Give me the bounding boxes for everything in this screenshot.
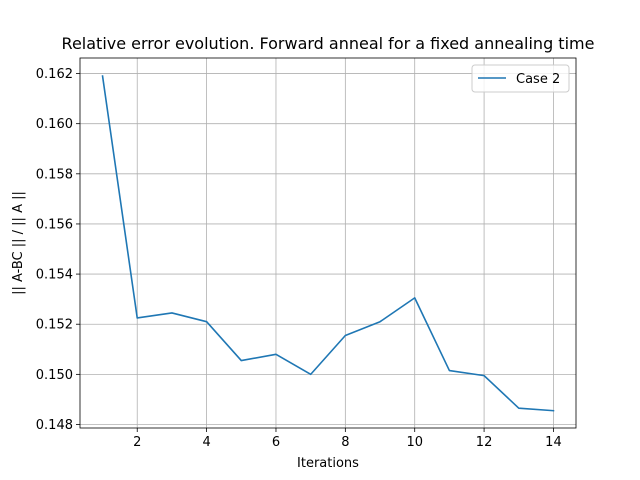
x-tick-label: 8 <box>341 435 349 450</box>
legend-box <box>471 64 570 93</box>
y-axis: 0.148 0.150 0.152 0.154 0.156 0.158 0.160 0.162 <box>36 67 80 433</box>
x-tick-label: 12 <box>476 435 493 450</box>
y-tick-label: 0.156 <box>36 217 73 232</box>
x-tick-label: 14 <box>545 435 562 450</box>
x-tick-label: 10 <box>406 435 423 450</box>
y-tick-label: 0.150 <box>36 368 73 383</box>
chart-title: Relative error evolution. Forward anneal… <box>62 34 595 53</box>
y-tick-label: 0.154 <box>36 268 73 283</box>
series-layer <box>101 75 555 412</box>
y-tick-label: 0.160 <box>36 117 73 132</box>
plot-frame <box>79 57 577 429</box>
x-tick-label: 6 <box>272 435 280 450</box>
grid <box>80 58 576 428</box>
y-tick-label: 0.152 <box>36 318 73 333</box>
legend: Case 2 <box>471 64 570 93</box>
y-axis-label: || A-BC || / || A || <box>11 191 26 295</box>
plot-area <box>80 58 576 428</box>
legend-label: Case 2 <box>516 72 560 87</box>
y-tick-label: 0.148 <box>36 418 73 433</box>
x-tick-label: 4 <box>202 435 210 450</box>
series-line-case-2 <box>101 75 555 412</box>
y-tick-label: 0.162 <box>36 67 73 82</box>
x-tick-label: 2 <box>133 435 141 450</box>
x-axis-label: Iterations <box>297 456 359 471</box>
x-axis: 2 4 6 8 10 12 14 <box>133 428 562 450</box>
y-tick-label: 0.158 <box>36 167 73 182</box>
